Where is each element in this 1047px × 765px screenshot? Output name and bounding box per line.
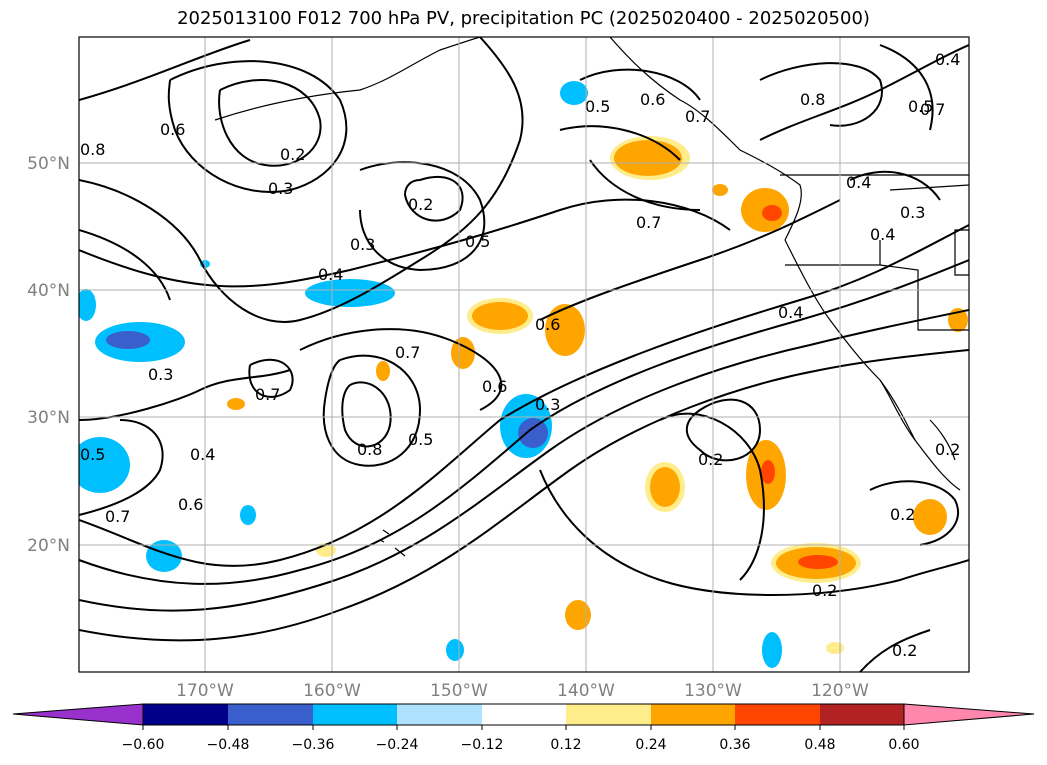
colorbar-segment: [313, 704, 397, 725]
lon-label: 120°W: [811, 681, 869, 701]
colorbar-segment: [143, 704, 228, 725]
colorbar: −0.60 −0.48 −0.36 −0.24 −0.12 0.12 0.24 …: [12, 703, 1035, 753]
colorbar-tick-label: 0.12: [550, 737, 581, 753]
colorbar-ticks: [142, 725, 905, 730]
contour-label: 0.8: [80, 140, 105, 159]
contour-label: 0.2: [698, 450, 723, 469]
lat-labels: 50°N 40°N 30°N 20°N: [27, 154, 70, 556]
contour-label: 0.4: [870, 225, 895, 244]
contour-label: 0.8: [357, 440, 382, 459]
contour-labels: 0.8 0.6 0.2 0.3 0.2 0.3 0.4 0.5 0.5 0.6 …: [80, 50, 960, 660]
contour-label: 0.8: [800, 90, 825, 109]
contour-label: 0.3: [350, 235, 375, 254]
map-area: 0.8 0.6 0.2 0.3 0.2 0.3 0.4 0.5 0.5 0.6 …: [79, 37, 969, 672]
contour-label: 0.7: [105, 507, 130, 526]
colorbar-segment: [820, 704, 904, 725]
lon-label: 140°W: [557, 681, 615, 701]
colorbar-segment: [566, 704, 651, 725]
contour-label: 0.5: [408, 430, 433, 449]
contour-label: 0.2: [892, 641, 917, 660]
contour-label: 0.4: [935, 50, 960, 69]
contour-label: 0.7: [395, 343, 420, 362]
contour-label: 0.5: [908, 97, 933, 116]
lon-label: 130°W: [684, 681, 742, 701]
contour-label: 0.7: [636, 213, 661, 232]
map-frame: [78, 36, 970, 673]
contour-label: 0.6: [160, 120, 185, 139]
colorbar-segment: [735, 704, 820, 725]
colorbar-extend-left: [12, 703, 144, 726]
colorbar-segment: [482, 704, 566, 725]
lat-label: 20°N: [27, 536, 70, 556]
contour-label: 0.6: [535, 315, 560, 334]
colorbar-segment: [651, 704, 735, 725]
contour-label: 0.4: [318, 265, 343, 284]
contour-label: 0.2: [890, 505, 915, 524]
contour-label: 0.2: [812, 581, 837, 600]
contour-label: 0.5: [80, 445, 105, 464]
contour-label: 0.7: [685, 107, 710, 126]
gridlines: [79, 37, 969, 672]
contour-label: 0.6: [178, 495, 203, 514]
lon-label: 170°W: [176, 681, 234, 701]
contour-label: 0.5: [585, 97, 610, 116]
contour-label: 0.4: [190, 445, 215, 464]
colorbar-tick-label: 0.48: [804, 737, 835, 753]
lon-label: 160°W: [303, 681, 361, 701]
lat-label: 50°N: [27, 154, 70, 174]
contour-label: 0.6: [482, 377, 507, 396]
map-title: 2025013100 F012 700 hPa PV, precipitatio…: [177, 8, 870, 29]
colorbar-tick-label: −0.36: [292, 737, 335, 753]
contour-label: 0.2: [935, 440, 960, 459]
contour-label: 0.7: [920, 100, 945, 119]
contour-label: 0.2: [280, 145, 305, 164]
contour-label: 0.6: [640, 90, 665, 109]
lon-labels: 170°W 160°W 150°W 140°W 130°W 120°W: [176, 681, 869, 701]
contour-label: 0.2: [408, 195, 433, 214]
colorbar-extend-right: [903, 703, 1035, 726]
contour-label: 0.3: [900, 203, 925, 222]
colorbar-tick-label: −0.60: [122, 737, 165, 753]
contour-label: 0.3: [268, 179, 293, 198]
colorbar-tick-label: 0.60: [888, 737, 919, 753]
colorbar-tick-label: 0.36: [719, 737, 750, 753]
lat-label: 40°N: [27, 281, 70, 301]
colorbar-tick-label: 0.24: [635, 737, 666, 753]
colorbar-segment: [397, 704, 482, 725]
contour-label: 0.3: [148, 365, 173, 384]
colorbar-segment: [228, 704, 313, 725]
contour-label: 0.4: [778, 303, 803, 322]
colorbar-tick-label: −0.24: [376, 737, 419, 753]
colorbar-tick-label: −0.12: [461, 737, 504, 753]
contour-label: 0.4: [846, 173, 871, 192]
contour-label: 0.7: [255, 385, 280, 404]
contour-label: 0.5: [465, 232, 490, 251]
colorbar-tick-label: −0.48: [207, 737, 250, 753]
contour-label: 0.3: [535, 395, 560, 414]
lat-label: 30°N: [27, 408, 70, 428]
lon-label: 150°W: [430, 681, 488, 701]
